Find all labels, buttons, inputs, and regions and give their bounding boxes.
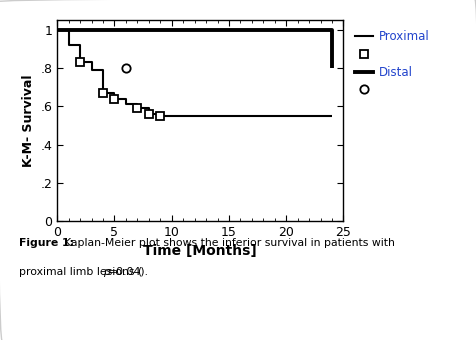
- Text: p: p: [102, 267, 109, 277]
- Text: Figure 1:: Figure 1:: [19, 238, 78, 248]
- Text: Kaplan-Meier plot shows the inferior survival in patients with: Kaplan-Meier plot shows the inferior sur…: [64, 238, 395, 248]
- X-axis label: Time [Months]: Time [Months]: [143, 244, 257, 258]
- Text: proximal limb lesions (: proximal limb lesions (: [19, 267, 142, 277]
- Legend: Proximal, , Distal, : Proximal, , Distal,: [354, 30, 428, 97]
- Text: =0.04).: =0.04).: [108, 267, 149, 277]
- Y-axis label: K-M- Survival: K-M- Survival: [22, 74, 35, 167]
